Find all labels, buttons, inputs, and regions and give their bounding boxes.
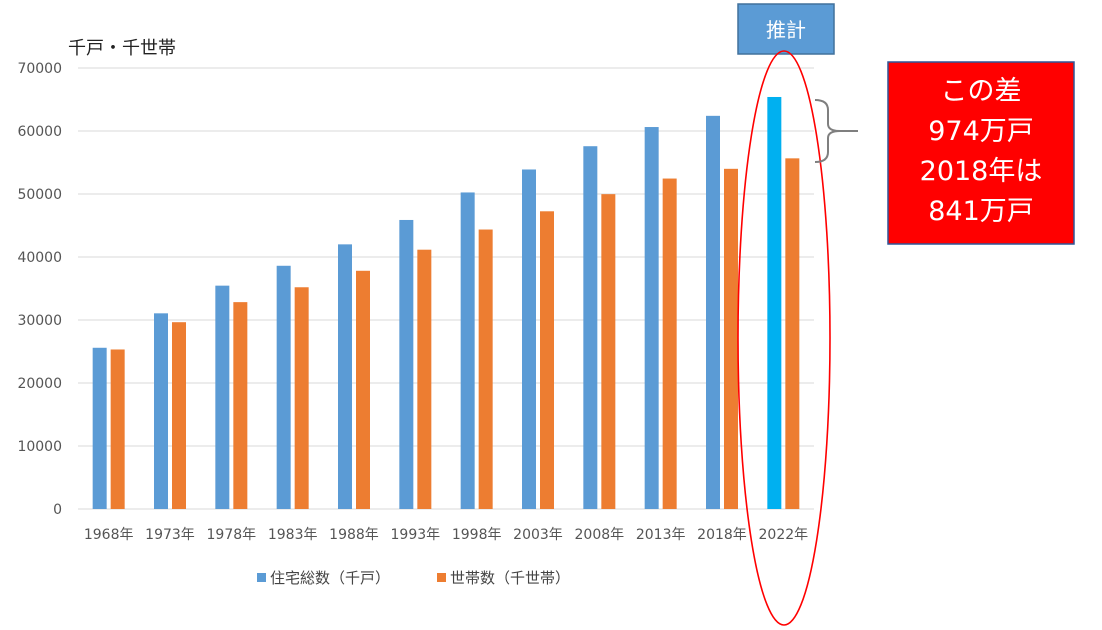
x-tick-label: 2022年 [759, 527, 809, 543]
x-tick-label: 2008年 [575, 527, 625, 543]
estimate-label-box [737, 3, 835, 55]
bar-households-1978年 [233, 302, 248, 509]
y-tick-label: 20000 [17, 376, 62, 392]
bar-households-1988年 [356, 270, 370, 509]
bar-housing-1968年 [92, 347, 107, 509]
bar-housing-1973年 [154, 313, 168, 509]
bar-households-1998年 [478, 229, 493, 510]
bar-housing-2022年 [767, 96, 782, 509]
y-tick-label: 50000 [17, 187, 62, 203]
callout-line-4: 841万戸 [928, 196, 1034, 227]
y-tick-label: 60000 [17, 124, 62, 140]
x-tick-label: 2013年 [636, 527, 686, 543]
bar-housing-2003年 [522, 169, 536, 509]
y-tick-label: 30000 [17, 313, 62, 329]
bar-households-2013年 [662, 178, 677, 510]
bar-households-1968年 [110, 349, 125, 509]
bar-housing-2018年 [706, 115, 720, 509]
x-tick-label: 1973年 [145, 527, 195, 543]
x-tick-label: 1983年 [268, 527, 318, 543]
bar-housing-2008年 [583, 146, 598, 510]
bar-housing-2013年 [644, 127, 659, 510]
x-axis-ticks: 1968年 1973年 1978年 1983年 1988年 1993年 1998年 2003年… [84, 527, 808, 543]
bar-housing-1983年 [276, 265, 291, 509]
y-tick-label: 40000 [17, 250, 62, 266]
y-tick-label: 10000 [17, 439, 62, 455]
bar-housing-1988年 [338, 244, 352, 509]
highlight-ellipse [737, 50, 831, 626]
callout-line-2: 974万戸 [928, 116, 1034, 147]
x-tick-label: 1998年 [452, 527, 502, 543]
gridlines [78, 67, 814, 510]
x-tick-label: 2018年 [697, 527, 747, 543]
callout-line-1: この差 [941, 76, 1022, 107]
bar-households-2018年 [724, 168, 738, 509]
x-tick-label: 1993年 [391, 527, 441, 543]
bar-households-1973年 [172, 322, 186, 509]
y-tick-label: 70000 [17, 61, 62, 77]
legend-label-housing: 住宅総数（千戸） [270, 569, 390, 587]
callout-line-3: 2018年は [920, 156, 1043, 187]
x-tick-label: 1968年 [84, 527, 134, 543]
y-axis-unit-label: 千戸・千世帯 [68, 38, 176, 59]
bar-households-1983年 [294, 287, 309, 509]
y-axis-ticks: 0 10000 20000 30000 40000 50000 60000 70000 [17, 61, 62, 518]
x-tick-label: 2003年 [513, 527, 563, 543]
estimate-label: 推計 [766, 18, 806, 42]
legend-label-households: 世帯数（千世帯） [450, 569, 570, 587]
x-tick-label: 1978年 [207, 527, 257, 543]
legend-swatch-households [437, 573, 446, 582]
bar-households-2022年 [785, 158, 800, 510]
legend-swatch-housing [257, 573, 266, 582]
bars [92, 96, 800, 510]
x-tick-label: 1988年 [329, 527, 379, 543]
bar-housing-1978年 [215, 285, 230, 509]
difference-callout-box [887, 61, 1075, 245]
bar-households-1993年 [417, 249, 432, 509]
bar-households-2003年 [540, 211, 554, 509]
y-tick-label: 0 [53, 502, 62, 518]
bar-housing-1998年 [460, 192, 475, 509]
bar-households-2008年 [601, 194, 616, 509]
bar-housing-1993年 [399, 219, 414, 510]
